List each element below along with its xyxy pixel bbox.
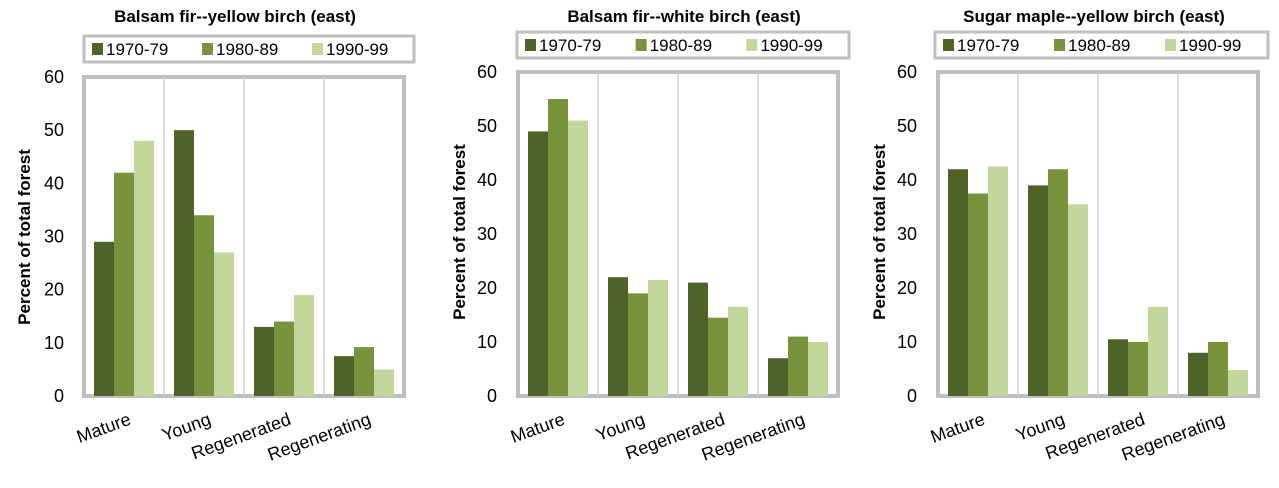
bar-1990-99-young <box>648 279 668 396</box>
category-label: Mature <box>508 409 567 447</box>
legend-label: 1990-99 <box>326 40 388 59</box>
y-tick-label: 0 <box>907 386 917 406</box>
bar-1990-99-regenerated <box>1148 306 1168 396</box>
chart-panel-3: Sugar maple--yellow birch (east)1970-79 1… <box>870 7 1270 465</box>
y-tick-label: 10 <box>897 332 917 352</box>
bar-1980-89-regenerating <box>1208 342 1228 396</box>
bar-1970-79-mature <box>948 169 968 396</box>
bar-1970-79-regenerating <box>768 358 788 396</box>
y-tick-label: 0 <box>54 386 64 406</box>
y-tick-label: 10 <box>477 332 497 352</box>
y-tick-label: 60 <box>44 67 64 87</box>
bar-1990-99-regenerating <box>1228 370 1248 396</box>
y-tick-label: 20 <box>897 278 917 298</box>
bar-1980-89-regenerating <box>788 336 808 396</box>
legend-swatch-1990-99 <box>312 43 323 55</box>
bar-1970-79-regenerated <box>688 282 708 396</box>
chart-title: Balsam fir--white birch (east) <box>567 7 800 26</box>
chart-title: Balsam fir--yellow birch (east) <box>114 7 356 26</box>
bar-1970-79-young <box>608 277 628 396</box>
legend-swatch-1980-89 <box>1054 39 1065 51</box>
bar-1980-89-young <box>194 215 214 396</box>
bar-1990-99-mature <box>568 120 588 396</box>
bar-1990-99-regenerated <box>728 306 748 396</box>
bar-1990-99-regenerated <box>294 294 314 396</box>
legend-label: 1990-99 <box>760 36 822 55</box>
y-tick-label: 0 <box>487 386 497 406</box>
bar-1970-79-regenerating <box>1188 352 1208 396</box>
bar-1980-89-regenerating <box>354 347 374 396</box>
legend-label: 1980-89 <box>650 36 712 55</box>
bar-1980-89-mature <box>114 172 134 396</box>
legend-swatch-1990-99 <box>1165 39 1176 51</box>
y-axis-label: Percent of total forest <box>15 149 34 325</box>
legend-swatch-1970-79 <box>92 43 103 55</box>
legend-label: 1990-99 <box>1179 36 1241 55</box>
y-tick-label: 50 <box>897 116 917 136</box>
y-tick-label: 40 <box>897 170 917 190</box>
legend: 1970-79 1980-89 1990-99 <box>515 30 851 60</box>
legend-swatch-1980-89 <box>635 39 647 51</box>
category-label: Mature <box>74 409 133 447</box>
legend-swatch-1990-99 <box>746 39 758 51</box>
y-tick-label: 20 <box>477 278 497 298</box>
y-tick-label: 60 <box>477 62 497 82</box>
legend-swatch-1970-79 <box>525 39 536 51</box>
chart-panel-1: Balsam fir--yellow birch (east)1970-79 19… <box>15 7 416 465</box>
bar-1970-79-regenerated <box>254 326 274 396</box>
bar-1970-79-regenerating <box>334 356 354 396</box>
y-tick-label: 10 <box>44 333 64 353</box>
y-tick-label: 40 <box>477 170 497 190</box>
legend-frame <box>933 30 1270 60</box>
legend-label: 1970-79 <box>957 36 1019 55</box>
bar-1970-79-regenerated <box>1108 339 1128 396</box>
bar-1980-89-mature <box>548 99 568 396</box>
legend-label: 1980-89 <box>216 40 278 59</box>
category-label: Mature <box>928 409 987 447</box>
legend-label: 1970-79 <box>539 36 601 55</box>
y-tick-label: 30 <box>897 224 917 244</box>
y-tick-label: 30 <box>44 227 64 247</box>
y-tick-label: 60 <box>897 62 917 82</box>
legend-frame <box>82 34 416 64</box>
bar-1970-79-mature <box>94 241 114 396</box>
bar-1990-99-mature <box>134 140 154 396</box>
legend: 1970-79 1980-89 1990-99 <box>82 34 416 64</box>
legend-swatch-1980-89 <box>202 43 213 55</box>
bar-1990-99-mature <box>988 166 1008 396</box>
chart-title: Sugar maple--yellow birch (east) <box>963 7 1225 26</box>
legend-label: 1970-79 <box>106 40 168 59</box>
bar-1970-79-mature <box>528 131 548 396</box>
y-axis-label: Percent of total forest <box>870 144 889 320</box>
bar-1980-89-young <box>1048 169 1068 396</box>
legend-label: 1980-89 <box>1068 36 1130 55</box>
bar-1980-89-regenerated <box>1128 342 1148 396</box>
bar-1990-99-regenerating <box>374 369 394 396</box>
bar-1990-99-young <box>214 252 234 396</box>
legend-swatch-1970-79 <box>943 39 954 51</box>
legend-frame <box>515 30 851 60</box>
legend: 1970-79 1980-89 1990-99 <box>933 30 1270 60</box>
y-tick-label: 40 <box>44 173 64 193</box>
bar-1970-79-young <box>174 130 194 396</box>
bar-1970-79-young <box>1028 185 1048 396</box>
chart-panel-2: Balsam fir--white birch (east) 1970-79 198… <box>450 7 851 465</box>
bar-1990-99-young <box>1068 204 1088 396</box>
bar-1990-99-regenerating <box>808 342 828 396</box>
y-tick-label: 50 <box>44 120 64 140</box>
y-tick-label: 20 <box>44 280 64 300</box>
y-axis-label: Percent of total forest <box>450 144 469 320</box>
bar-1980-89-regenerated <box>274 321 294 396</box>
bar-1980-89-mature <box>968 193 988 396</box>
bar-1980-89-regenerated <box>708 317 728 396</box>
y-tick-label: 30 <box>477 224 497 244</box>
bar-1980-89-young <box>628 293 648 396</box>
y-tick-label: 50 <box>477 116 497 136</box>
